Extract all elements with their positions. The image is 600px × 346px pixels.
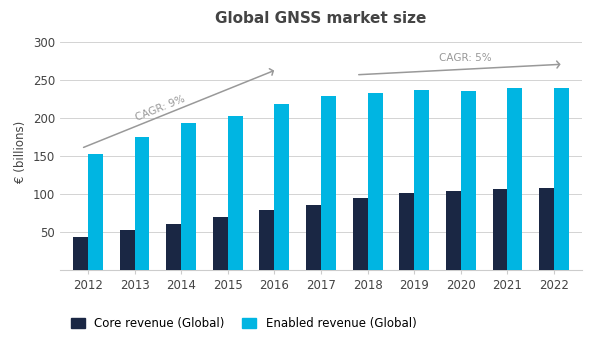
Bar bbox=[446, 191, 461, 270]
Bar bbox=[73, 237, 88, 270]
Bar bbox=[228, 116, 242, 270]
Bar bbox=[119, 230, 134, 270]
Bar bbox=[400, 193, 414, 270]
Bar bbox=[181, 122, 196, 270]
Bar bbox=[554, 88, 569, 270]
Bar bbox=[461, 91, 476, 270]
Bar bbox=[166, 224, 181, 270]
Bar bbox=[368, 93, 383, 270]
Bar bbox=[508, 88, 523, 270]
Legend: Core revenue (Global), Enabled revenue (Global): Core revenue (Global), Enabled revenue (… bbox=[66, 312, 421, 335]
Title: Global GNSS market size: Global GNSS market size bbox=[215, 11, 427, 27]
Bar bbox=[414, 90, 429, 270]
Bar bbox=[539, 188, 554, 270]
Bar bbox=[493, 189, 508, 270]
Bar bbox=[321, 96, 336, 270]
Bar bbox=[353, 198, 368, 270]
Bar bbox=[259, 210, 274, 270]
Bar bbox=[134, 137, 149, 270]
Text: CAGR: 5%: CAGR: 5% bbox=[439, 53, 492, 63]
Y-axis label: € (billions): € (billions) bbox=[14, 121, 28, 183]
Bar bbox=[306, 206, 321, 270]
Bar bbox=[274, 104, 289, 270]
Bar bbox=[213, 217, 228, 270]
Bar bbox=[88, 154, 103, 270]
Text: CAGR: 9%: CAGR: 9% bbox=[134, 94, 187, 123]
